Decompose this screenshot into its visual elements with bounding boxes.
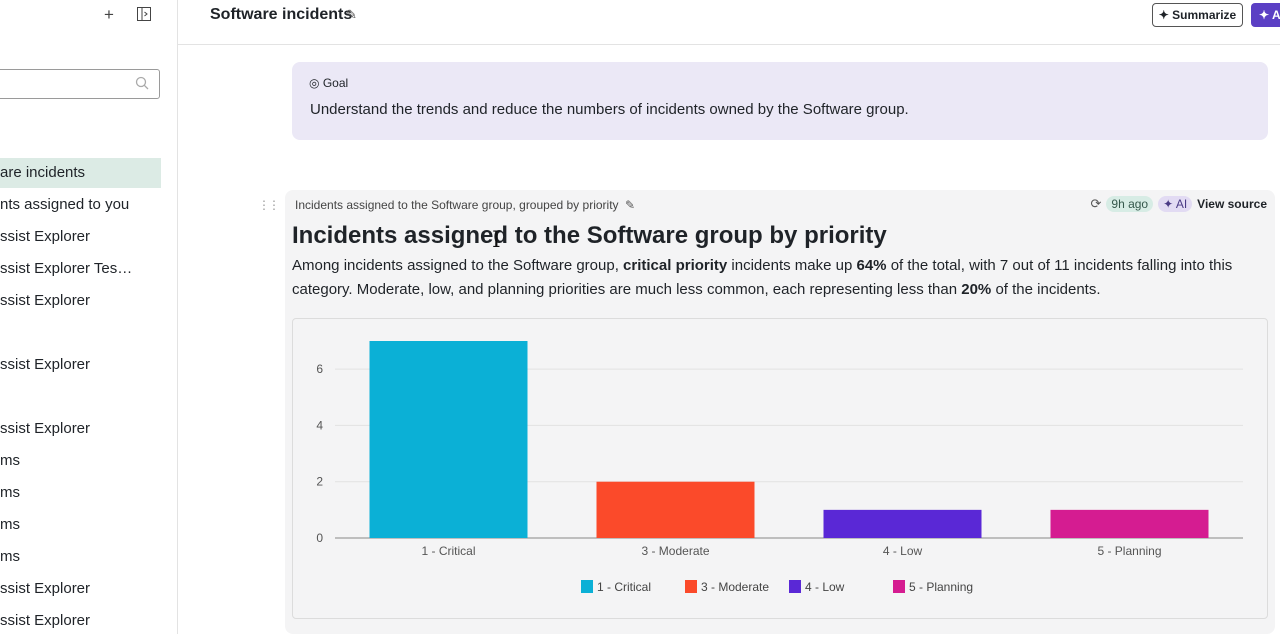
page-title: Software incidents	[210, 6, 353, 23]
sidebar-item[interactable]: ms	[0, 548, 20, 565]
ai-badge-text: AI	[1175, 197, 1188, 211]
sidebar-item[interactable]: ssist Explorer	[0, 356, 91, 373]
sidebar-item[interactable]: ssist Explorer	[0, 228, 91, 245]
legend-swatch	[789, 580, 801, 593]
sidebar-item[interactable]: ms	[0, 452, 20, 469]
sidebar-item[interactable]: ssist Explorer	[0, 612, 91, 629]
goal-label: ◎ Goal	[309, 76, 348, 90]
plus-icon[interactable]: +	[104, 5, 114, 24]
ai-button[interactable]: ✦ A	[1251, 3, 1280, 27]
sidebar: + are incidents nts assigned to you ssist …	[0, 0, 178, 634]
desc-highlight: 64%	[856, 257, 887, 274]
bar	[823, 509, 982, 538]
y-tick-label: 6	[316, 362, 323, 376]
drag-handle-icon[interactable]: ⋮⋮	[258, 198, 280, 212]
pencil-icon[interactable]: ✎	[346, 7, 357, 22]
y-tick-label: 4	[316, 418, 323, 432]
ai-button-label: A	[1271, 8, 1280, 22]
text-cursor-icon: I	[492, 228, 501, 253]
desc-highlight: critical priority	[623, 257, 728, 274]
x-tick-label: 3 - Moderate	[641, 544, 709, 558]
panel-toggle-icon[interactable]	[137, 7, 151, 24]
x-tick-label: 1 - Critical	[421, 544, 475, 558]
y-tick-label: 2	[316, 475, 323, 489]
refresh-icon[interactable]: ⟳	[1090, 196, 1102, 211]
card-title: Incidents assigned to the Software group…	[292, 222, 887, 249]
legend-swatch	[685, 580, 697, 593]
search-icon	[135, 76, 149, 95]
sidebar-item[interactable]: are incidents	[0, 158, 161, 188]
sidebar-item[interactable]: ms	[0, 484, 20, 501]
target-icon: ◎	[309, 76, 320, 90]
legend-label: 5 - Planning	[909, 580, 973, 594]
desc-text: of the incidents.	[991, 281, 1101, 298]
chart-card: Incidents assigned to the Software group…	[285, 190, 1275, 634]
search-input[interactable]	[0, 69, 160, 99]
sidebar-item[interactable]: ssist Explorer	[0, 580, 91, 597]
pencil-icon[interactable]: ✎	[625, 198, 636, 212]
legend-swatch	[893, 580, 905, 593]
sidebar-item[interactable]: ssist Explorer	[0, 292, 91, 309]
card-meta: ⟳ 9h ago ✦ AI View source	[1090, 196, 1267, 212]
bar	[369, 341, 528, 538]
desc-text: of the total, with 7 out of 11 incidents…	[292, 257, 1233, 298]
summarize-label: Summarize	[1172, 8, 1237, 22]
bar-chart: 0 2 4 6 1 - Critical 3 - Moderate 4 - Low 5 - P…	[316, 341, 1243, 594]
desc-highlight: 20%	[961, 281, 992, 298]
goal-label-text: Goal	[322, 76, 349, 90]
bar	[596, 481, 755, 538]
time-badge: 9h ago	[1106, 196, 1154, 212]
legend-label: 3 - Moderate	[701, 580, 769, 594]
view-source-link[interactable]: View source	[1197, 197, 1267, 211]
desc-text: incidents make up	[727, 257, 857, 274]
goal-panel: ◎ Goal Understand the trends and reduce …	[292, 62, 1268, 140]
ai-badge: ✦ AI	[1158, 196, 1193, 212]
card-description: Among incidents assigned to the Software…	[292, 254, 1262, 302]
card-subtitle: Incidents assigned to the Software group…	[295, 198, 619, 212]
desc-text: Among incidents assigned to the Software…	[292, 257, 624, 274]
legend-label: 4 - Low	[805, 580, 845, 594]
x-tick-label: 5 - Planning	[1097, 544, 1161, 558]
summarize-button[interactable]: ✦ Summarize	[1152, 3, 1243, 27]
x-tick-label: 4 - Low	[883, 544, 923, 558]
sidebar-item[interactable]: ssist Explorer	[0, 420, 91, 437]
legend-label: 1 - Critical	[597, 580, 651, 594]
header: Software incidents ✎ ✦ Summarize ✦ A	[178, 0, 1280, 45]
sidebar-item[interactable]: nts assigned to you	[0, 196, 130, 213]
bar	[1050, 509, 1209, 538]
goal-text: Understand the trends and reduce the num…	[310, 101, 909, 118]
legend-swatch	[581, 580, 593, 593]
sidebar-item[interactable]: ms	[0, 516, 20, 533]
y-tick-label: 0	[316, 531, 323, 545]
sidebar-item[interactable]: ssist Explorer Tes…	[0, 260, 133, 277]
chart-container: 0 2 4 6 1 - Critical 3 - Moderate 4 - Low 5 - P…	[292, 318, 1268, 619]
